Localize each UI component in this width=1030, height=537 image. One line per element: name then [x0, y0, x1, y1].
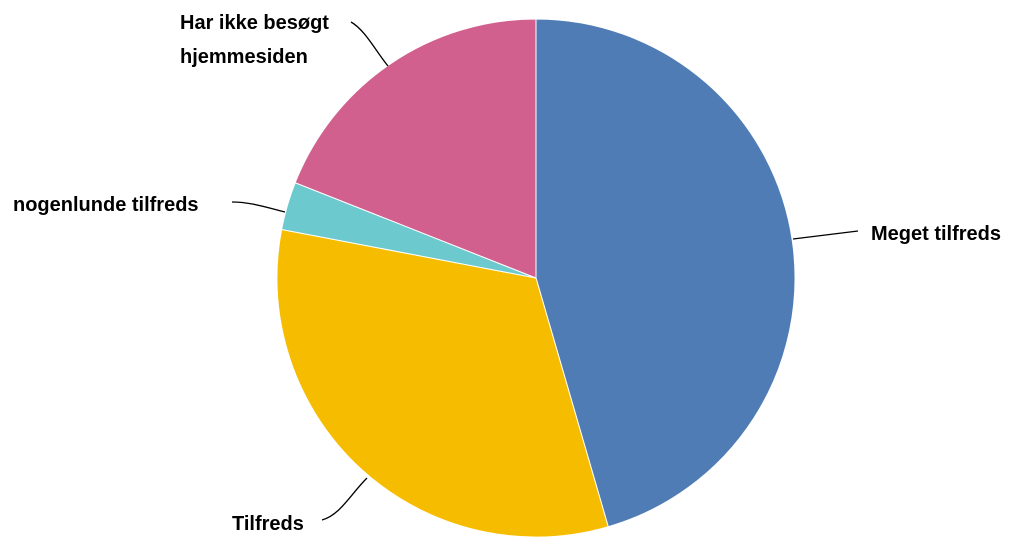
pie-slices: [276, 18, 796, 537]
slice-meget-tilfreds: [535, 18, 796, 528]
label-tilfreds: Tilfreds: [232, 513, 304, 535]
leader-line-nogenlunde-tilfreds: [231, 201, 286, 213]
leader-line-meget-tilfreds: [792, 230, 859, 240]
label-meget-tilfreds: Meget tilfreds: [871, 223, 1001, 245]
leader-line-tilfreds: [321, 477, 368, 521]
label-nogenlunde-tilfreds: nogenlunde tilfreds: [13, 194, 199, 216]
leader-line-har-ikke-bes-gt-hjemmesiden: [350, 21, 389, 67]
slice-labels: Meget tilfreds Tilfreds nogenlunde tilfred…: [13, 12, 1001, 535]
slice-har-ikke-bes-gt-hjemmesiden: [294, 18, 537, 279]
label-har-ikke-bes-gt-hjemmesiden: Har ikke besøgt hjemmesiden: [180, 12, 329, 68]
